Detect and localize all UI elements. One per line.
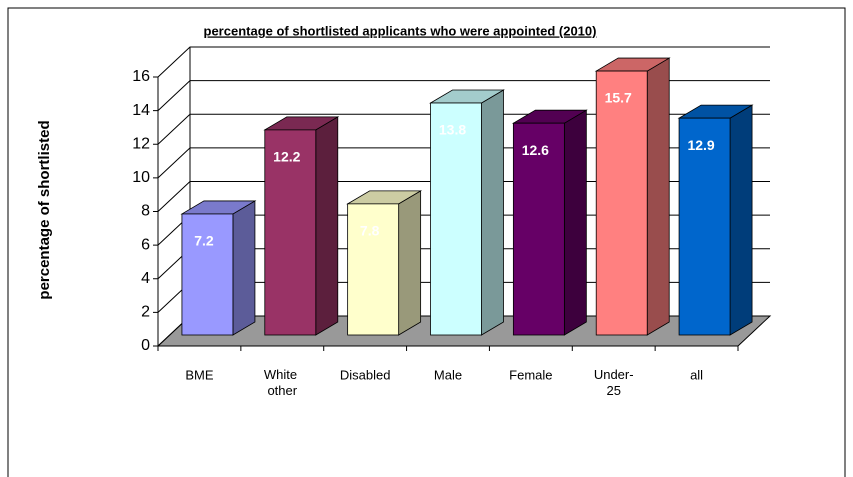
chart-title: percentage of shortlisted applicants who… [204,23,597,38]
bar-side [315,116,339,336]
y-tick-label: 6 [141,236,150,253]
x-tick-label: Under-25 [594,367,634,398]
y-tick-label: 12 [132,135,150,152]
grid-line [157,80,770,111]
bar-3d [429,89,505,336]
y-tick-label: 10 [132,169,150,186]
y-tick-label: 0 [141,337,150,354]
bar [430,102,482,336]
bar-side [729,104,753,336]
y-tick-label: 4 [141,270,150,287]
bar [347,203,400,336]
y-tick-label: 8 [141,203,150,220]
data-label: 12.2 [273,149,300,165]
data-label: 12.6 [522,142,549,158]
x-tick-label: Disabled [340,367,391,382]
y-axis-label: percentage of shortlisted [36,120,53,299]
data-label: 12.9 [687,137,714,153]
bar-3d [346,190,423,336]
bar-3d [180,200,257,336]
bar-side [563,109,587,336]
bar-3d [263,116,340,336]
bar-side [481,89,504,336]
y-tick-label: 14 [132,102,150,119]
data-label: 7.2 [194,233,214,249]
x-tick-label: BME [185,367,214,382]
y-tick-label: 16 [132,68,150,85]
x-tick-label: White other [264,367,301,398]
bar-side [398,190,422,336]
bar [512,122,565,336]
x-tick-label: Male [434,367,462,382]
x-tick-label: Female [509,367,552,382]
bar-3d [511,109,588,336]
data-label: 13.8 [439,122,466,138]
bar [181,213,234,336]
bar [264,129,317,336]
bar [678,117,731,336]
bar-side [232,200,256,336]
bar [595,70,648,336]
data-label: 7.8 [360,223,380,239]
bar-3d [594,57,671,336]
grid-line [157,46,770,78]
x-tick-label: all [690,367,703,382]
y-tick-label: 2 [141,304,150,321]
data-label: 15.7 [605,90,632,106]
bar-3d [677,104,754,336]
bar-side [646,57,670,336]
frame [7,7,846,477]
